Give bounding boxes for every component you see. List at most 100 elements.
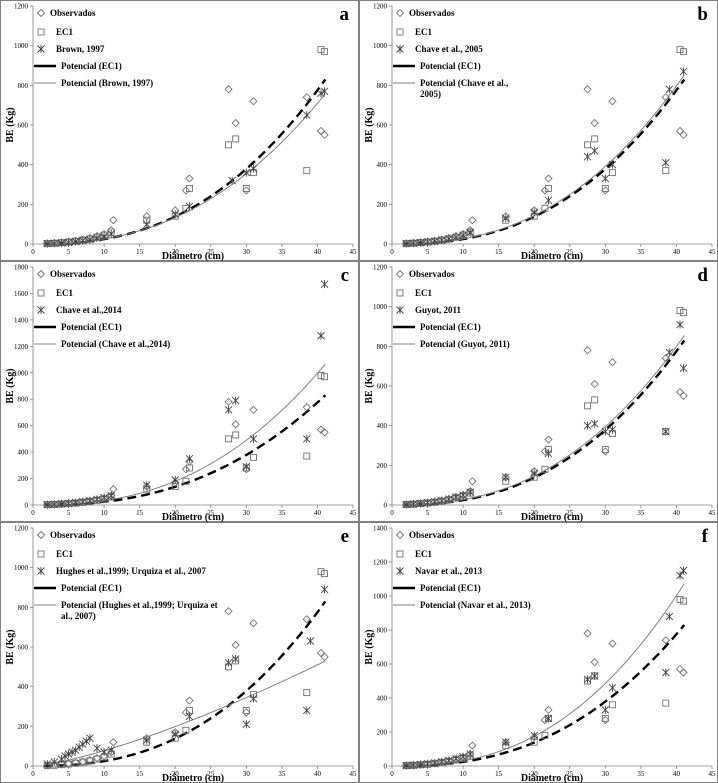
point-diamond	[608, 97, 617, 106]
y-tick-label: 400	[18, 683, 29, 691]
point-diamond	[661, 354, 670, 363]
x-tick-label: 0	[31, 509, 35, 517]
y-tick-label: 800	[377, 343, 388, 351]
point-star	[142, 736, 151, 745]
legend-marker-star	[396, 567, 404, 575]
panel-letter: f	[702, 526, 709, 547]
point-star	[107, 746, 116, 755]
x-tick-label: 0	[31, 770, 35, 778]
point-star	[57, 499, 66, 508]
y-tick-label: 200	[18, 723, 29, 731]
chart-panel-a: 0 200 400 600 800 1000 1200 0 5 10 15 20 25 30 35 40 45 D…	[0, 0, 359, 261]
point-star	[430, 758, 439, 767]
chart-panel-f: 0 200 400 600 800 1000 1200 1400 0 5 10 15 20 25 30 35 4…	[359, 522, 718, 783]
y-tick-label: 1000	[14, 369, 29, 377]
x-axis-label: Diâmetro (cm)	[162, 251, 224, 261]
point-square	[544, 185, 552, 192]
y-tick-label: 0	[25, 241, 29, 249]
legend-label: Chave et al.,2014	[56, 305, 122, 315]
point-square	[317, 568, 325, 576]
point-star	[530, 469, 539, 478]
y-tick-label: 0	[384, 763, 388, 771]
legend-marker-star	[396, 45, 404, 53]
point-square	[608, 169, 616, 177]
point-diamond	[231, 420, 240, 429]
x-tick-label: 30	[602, 248, 610, 256]
point-star	[466, 228, 475, 237]
point-diamond	[224, 397, 233, 407]
legend-label: Observados	[50, 269, 96, 279]
legend-marker-square	[396, 289, 404, 297]
x-axis-label: Diâmetro (cm)	[521, 773, 583, 783]
legend-marker-star	[396, 306, 404, 314]
legend: Observados EC1 Hughes et al.,1999; Urquiza…	[34, 530, 218, 621]
point-star	[242, 168, 251, 177]
point-diamond	[590, 379, 599, 389]
legend-label: Observados	[50, 530, 96, 540]
y-tick-label: 1200	[14, 525, 29, 533]
point-star	[302, 111, 311, 120]
point-diamond	[109, 216, 118, 225]
point-diamond	[242, 186, 251, 195]
point-star	[601, 174, 610, 183]
chart-panel-c: 0 200 400 600 800 1000 1200 1400 1600 1800 0 5 10 15 2…	[0, 261, 359, 522]
point-star	[676, 320, 684, 329]
point-star	[423, 759, 432, 768]
x-tick-label: 25	[207, 248, 215, 256]
x-tick-label: 10	[460, 248, 468, 256]
legend: Observados EC1 Chave et al.,2014 Potencial …	[34, 269, 170, 349]
x-tick-label: 15	[495, 770, 503, 778]
point-diamond	[320, 130, 329, 140]
fit-curve-ec1	[43, 394, 327, 507]
point-square	[662, 167, 670, 175]
fit-curve-model	[43, 363, 326, 506]
panel-letter: d	[697, 265, 708, 286]
legend-label: EC1	[415, 288, 433, 298]
point-square	[242, 707, 250, 714]
point-square	[601, 446, 609, 453]
point-star	[317, 331, 325, 340]
legend-label: Potencial (Hughes et al.,1999; Urquiza e…	[61, 600, 218, 621]
y-axis-label: BE (Kg)	[364, 107, 375, 142]
y-tick-label: 200	[377, 201, 388, 209]
point-square	[182, 726, 190, 734]
x-axis-label: Diâmetro (cm)	[162, 773, 224, 783]
point-star	[249, 164, 258, 173]
point-star	[402, 500, 411, 509]
point-diamond	[544, 435, 553, 444]
point-diamond	[540, 715, 550, 725]
point-star	[43, 500, 52, 509]
point-star	[590, 146, 599, 155]
y-tick-label: 600	[377, 661, 388, 669]
y-tick-label: 1200	[14, 343, 29, 351]
point-star	[171, 475, 180, 484]
point-star	[409, 761, 418, 770]
y-tick-label: 200	[18, 201, 29, 209]
point-diamond	[92, 753, 102, 763]
x-tick-label: 10	[101, 509, 109, 517]
point-star	[86, 235, 94, 244]
x-tick-label: 15	[136, 248, 144, 256]
point-star	[608, 160, 617, 169]
x-axis-label: Diâmetro (cm)	[521, 251, 583, 261]
legend-marker-diamond	[395, 530, 405, 540]
point-star	[61, 752, 69, 761]
y-tick-label: 600	[377, 122, 388, 130]
point-star	[43, 239, 52, 248]
legend-marker-square	[396, 550, 404, 558]
y-tick-label: 1000	[373, 42, 388, 50]
point-star	[100, 232, 108, 241]
legend-label: Potencial (EC1)	[420, 61, 481, 71]
legend-label: Potencial (EC1)	[420, 583, 481, 593]
point-diamond	[601, 447, 610, 456]
legend-label: Guyot, 2011	[415, 305, 462, 315]
point-star	[501, 738, 510, 747]
point-star	[320, 280, 329, 289]
x-tick-label: 10	[101, 248, 109, 256]
point-diamond	[530, 732, 539, 742]
y-tick-label: 400	[377, 422, 388, 430]
point-star	[679, 566, 688, 575]
y-axis-label: BE (Kg)	[5, 368, 16, 403]
y-tick-label: 200	[18, 475, 29, 483]
point-diamond	[590, 658, 599, 667]
